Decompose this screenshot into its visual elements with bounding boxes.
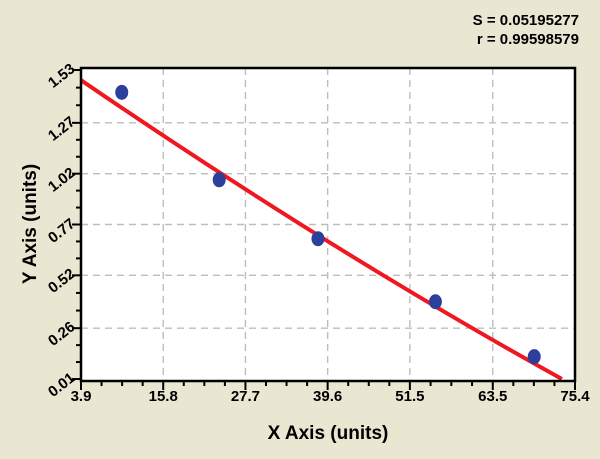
plot-frame [79,66,577,383]
x-tick-label: 75.4 [560,388,590,405]
data-point [115,84,129,100]
data-point [311,231,325,247]
fit-line [79,78,563,381]
x-axis-title: X Axis (units) [267,423,389,444]
x-tick-label: 51.5 [395,388,425,405]
x-tick-label: 63.5 [478,388,508,405]
x-tick-label: 27.7 [230,388,261,405]
y-axis-title: Y Axis (units) [20,163,41,285]
x-tick-label: 3.9 [70,388,92,405]
x-tick-label: 39.6 [313,388,343,405]
r-value: r = 0.99598579 [476,31,579,48]
x-tick-label: 15.8 [148,388,178,405]
s-value: S = 0.05195277 [472,12,579,29]
data-point [428,294,442,310]
data-point [212,172,226,188]
fit-statistics: S = 0.05195277 r = 0.99598579 [473,11,579,49]
data-point [527,349,541,365]
